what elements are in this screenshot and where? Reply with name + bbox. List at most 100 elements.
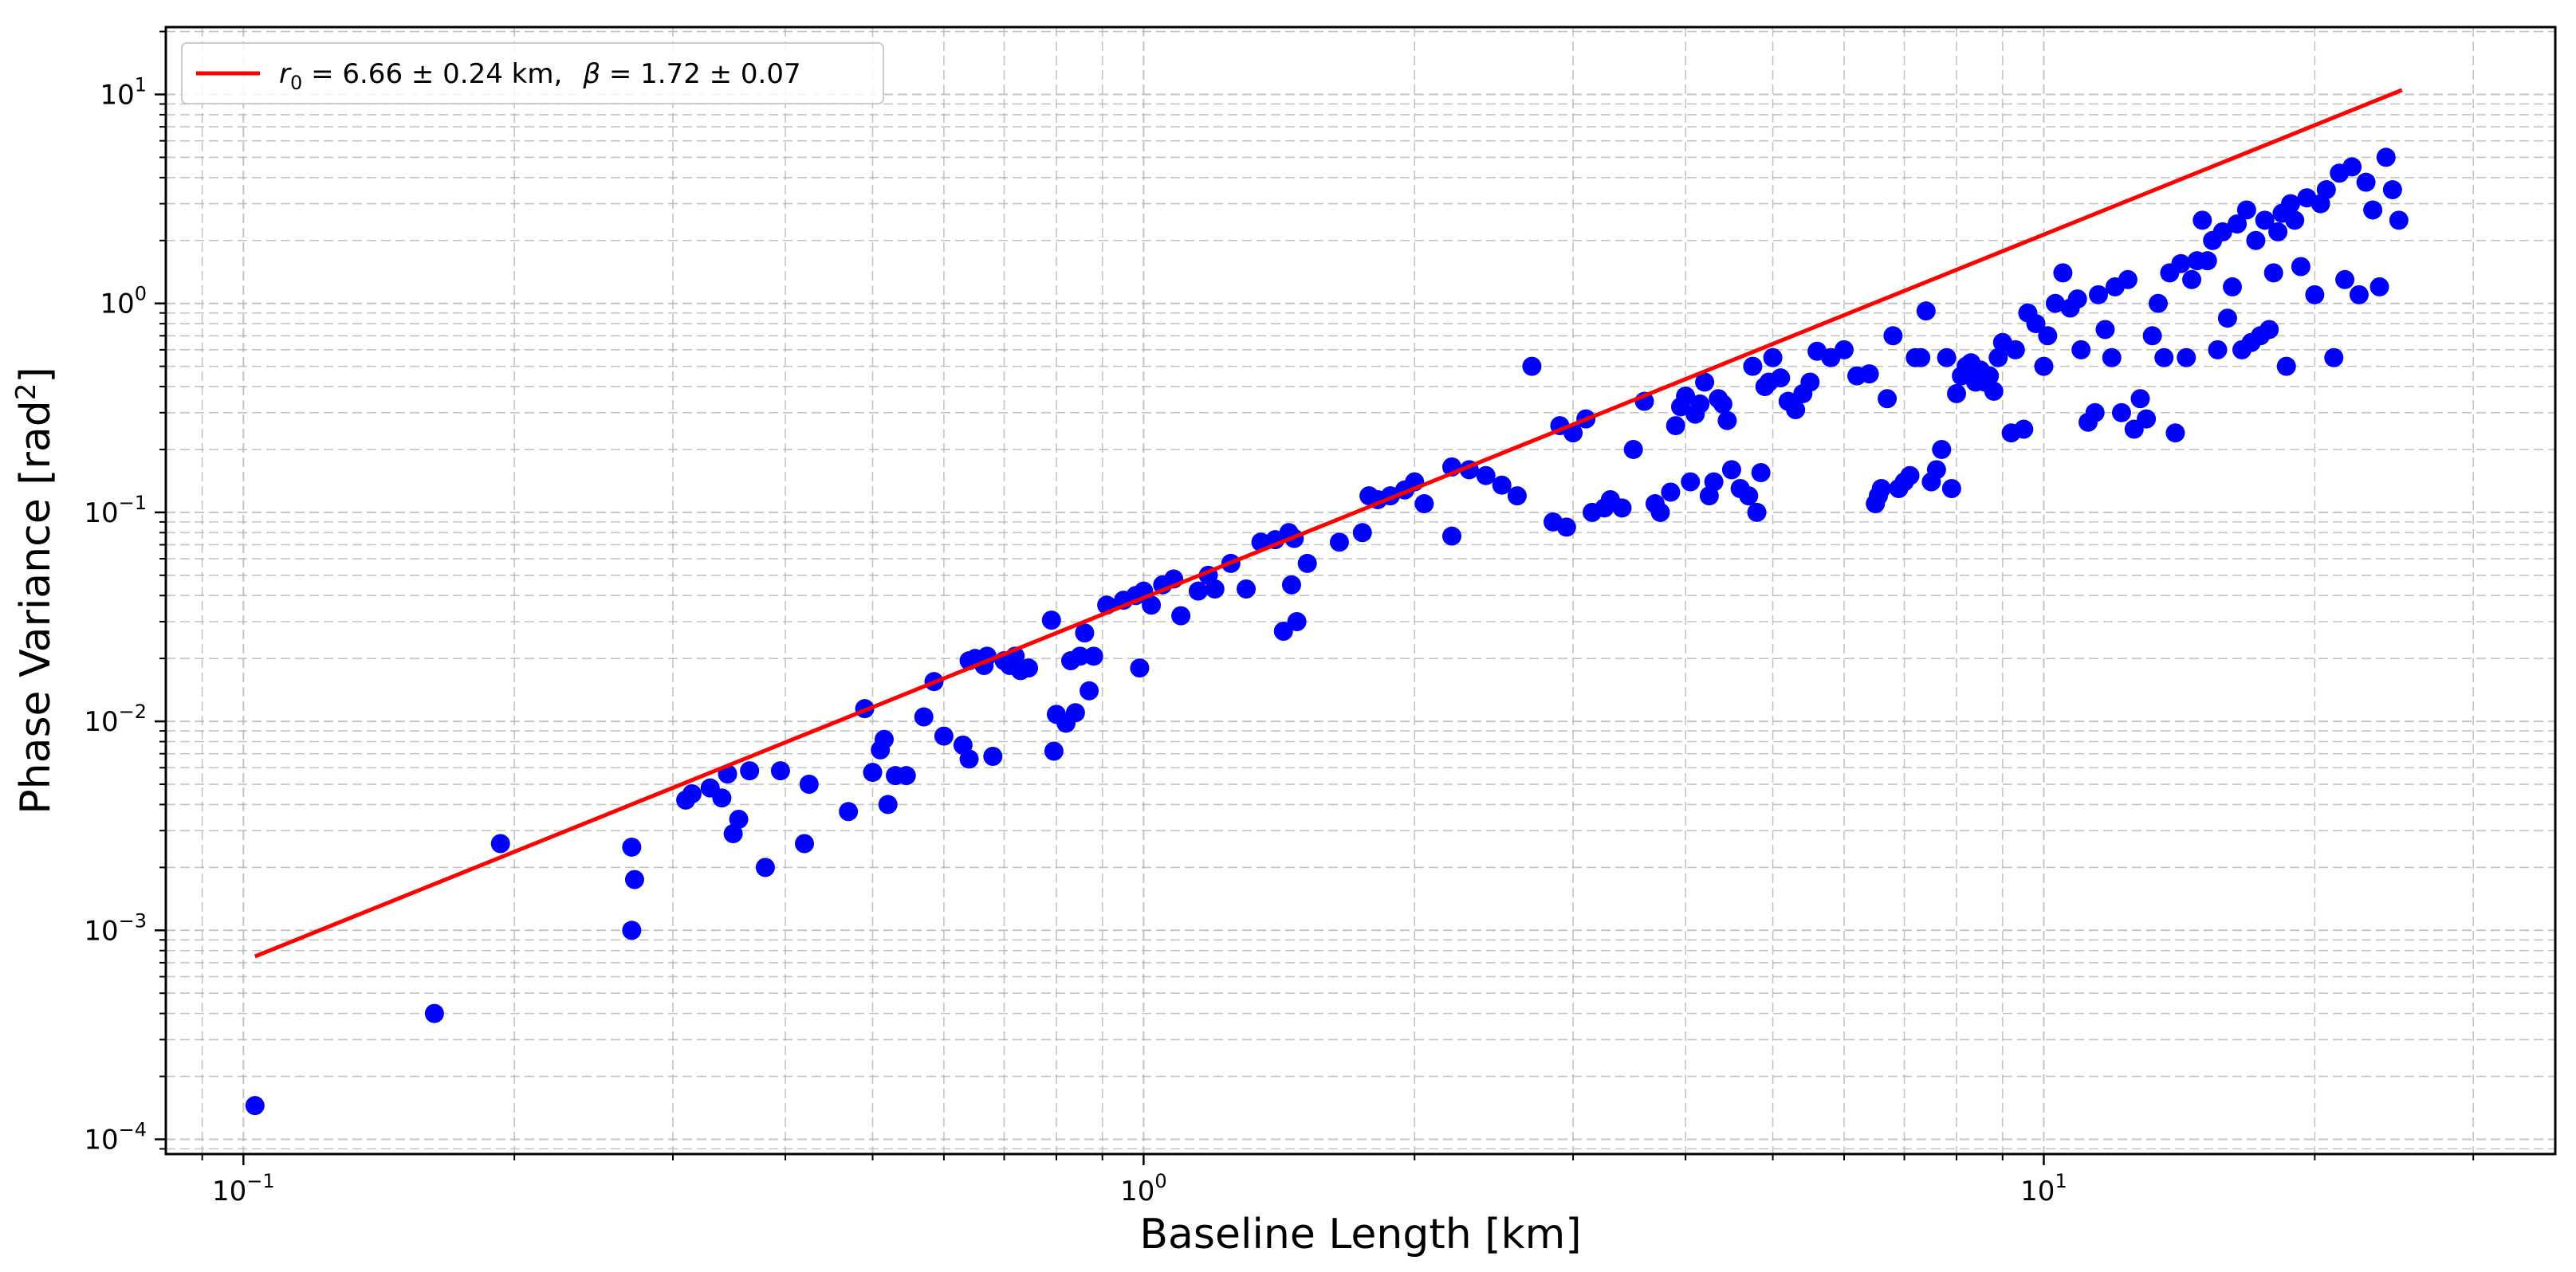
data-point [878, 795, 898, 815]
data-point [1859, 364, 1879, 384]
data-point [1932, 439, 1952, 459]
data-point [424, 1003, 444, 1023]
data-point [2177, 347, 2196, 367]
legend: r0 = 6.66 ± 0.24 km, β = 1.72 ± 0.07 [181, 42, 884, 104]
legend-r0-symbol: r [279, 58, 292, 90]
data-point [1019, 658, 1039, 678]
data-point [1900, 465, 1920, 485]
data-point [874, 729, 894, 749]
data-point [2095, 320, 2115, 340]
data-point [1763, 347, 1783, 367]
data-point [2281, 194, 2301, 214]
data-point [2236, 200, 2256, 220]
data-point [2208, 340, 2228, 359]
data-point [1676, 387, 1696, 406]
data-point [839, 802, 859, 822]
data-point [2154, 347, 2174, 367]
data-point [1878, 389, 1898, 409]
data-point [624, 870, 644, 889]
data-point [2316, 180, 2336, 200]
data-point [1080, 681, 1099, 701]
data-point [770, 761, 790, 781]
data-point [2382, 180, 2402, 200]
data-point [2026, 314, 2046, 334]
data-point [2034, 356, 2054, 376]
data-point [2197, 251, 2217, 271]
data-point [755, 858, 775, 877]
data-point [2324, 347, 2344, 367]
data-point [1911, 347, 1931, 367]
data-point [2071, 340, 2091, 359]
data-point [1044, 741, 1064, 761]
data-point [490, 834, 510, 854]
data-point [682, 784, 702, 804]
data-point [1442, 526, 1462, 546]
data-point [2356, 172, 2376, 192]
data-point [2182, 269, 2202, 289]
data-point [1883, 326, 1903, 346]
data-point [2171, 253, 2191, 273]
data-point [2148, 293, 2168, 313]
data-point [2263, 263, 2283, 283]
data-point [1771, 368, 1791, 388]
data-point [2291, 257, 2311, 277]
data-point [1556, 517, 1576, 537]
x-tick-label: 101 [2020, 1170, 2067, 1207]
data-point [1623, 439, 1643, 459]
data-point [1743, 356, 1763, 376]
x-tick-label: 100 [1120, 1170, 1167, 1207]
y-axis-title-main: Phase Variance [rad [12, 400, 60, 815]
data-point [2165, 423, 2185, 443]
data-point [1507, 486, 1527, 506]
data-point [1871, 479, 1891, 499]
data-point [2342, 157, 2362, 177]
data-point [1721, 460, 1741, 480]
data-point [2067, 289, 2087, 309]
y-tick-label: 10−1 [84, 492, 147, 529]
data-point [2217, 308, 2237, 328]
data-point [2246, 230, 2266, 250]
data-point [1522, 356, 1542, 376]
legend-fit-label: r0 = 6.66 ± 0.24 km, β = 1.72 ± 0.07 [279, 58, 801, 94]
data-marks [245, 88, 2409, 1116]
x-tick-label: 10−1 [212, 1170, 275, 1207]
data-point [1205, 579, 1225, 599]
data-point [1188, 581, 1208, 601]
data-point [1083, 646, 1103, 666]
data-point [1352, 523, 1372, 543]
data-point [1650, 502, 1670, 522]
legend-r0-sub: 0 [290, 72, 302, 94]
data-point [2228, 214, 2248, 234]
data-point [1661, 482, 1681, 502]
data-point [863, 763, 883, 783]
grid-lines [166, 27, 2555, 1154]
legend-r0-text: = 6.66 ± 0.24 km, [302, 58, 562, 90]
data-point [1786, 400, 1806, 420]
data-point [1984, 381, 2004, 401]
data-point [2137, 409, 2157, 429]
data-point [723, 824, 743, 844]
data-point [1329, 532, 1349, 552]
data-point [729, 809, 749, 829]
data-point [2014, 419, 2034, 439]
data-point [2363, 200, 2383, 220]
data-point [896, 766, 916, 786]
data-point [1476, 465, 1496, 485]
data-point [1681, 472, 1701, 492]
data-point [1704, 472, 1724, 492]
data-point [2111, 402, 2131, 422]
data-point [1281, 575, 1301, 595]
data-point [1937, 347, 1957, 367]
data-point [914, 707, 934, 727]
data-point [1916, 301, 1936, 321]
data-point [1690, 394, 1710, 414]
y-tick-label: 10−4 [84, 1118, 147, 1156]
data-point [959, 749, 979, 769]
data-point [1947, 383, 1967, 403]
data-point [712, 788, 732, 808]
data-point [1751, 462, 1771, 482]
data-point [2053, 263, 2073, 283]
data-point [2118, 269, 2137, 289]
data-point [2389, 210, 2409, 230]
